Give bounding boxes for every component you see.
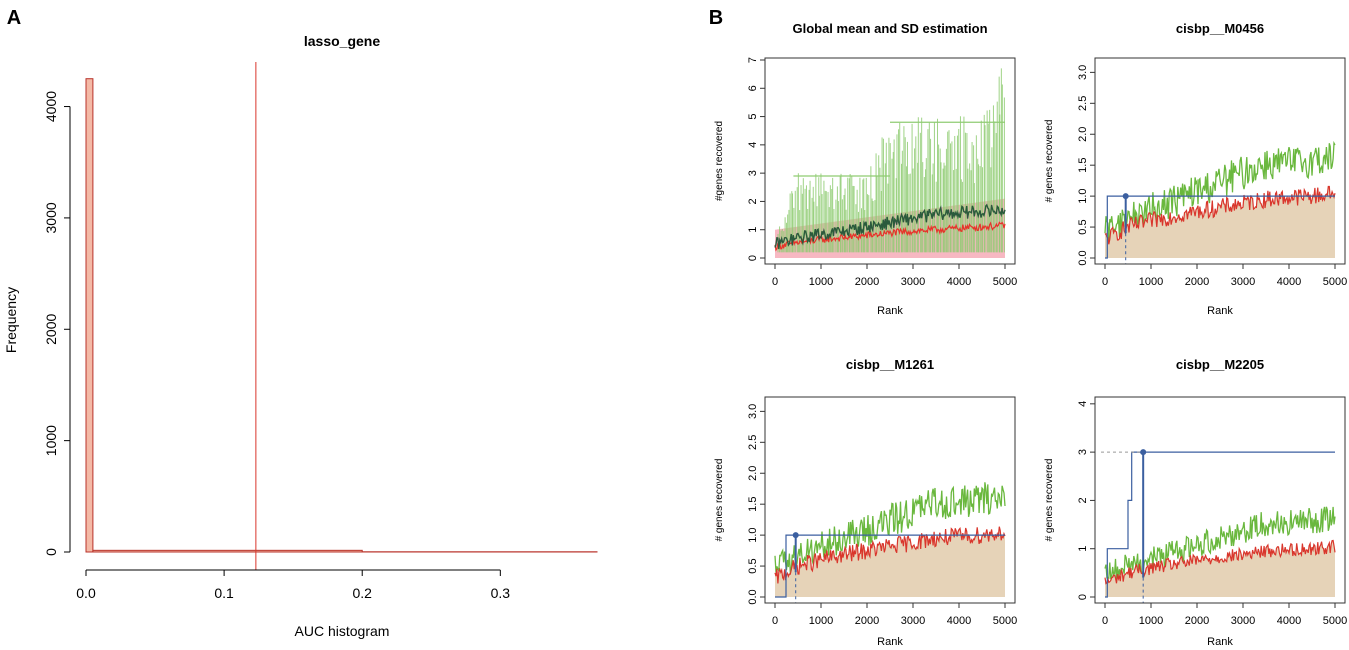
x-axis-label: Rank (877, 636, 903, 648)
x-tick-label: 0 (772, 276, 778, 288)
y-axis-label: #genes recovered (714, 121, 725, 201)
mean-sd-line (774, 203, 1006, 250)
x-tick-label: 5000 (1323, 615, 1347, 627)
y-tick-label: 2.0 (747, 466, 759, 481)
x-tick-label: 5000 (993, 615, 1017, 627)
y-tick-label: 1.0 (747, 527, 759, 542)
x-tick-label: 0 (772, 615, 778, 627)
x-tick-label: 5000 (993, 276, 1017, 288)
mean-area (1105, 186, 1335, 258)
plot-frame (764, 396, 1016, 604)
plot-frame (1094, 57, 1346, 265)
x-axis-label: Rank (1207, 636, 1233, 648)
y-tick-label: 0.5 (1077, 219, 1089, 234)
mean-line (774, 221, 1006, 252)
y-tick-label: 3.0 (1077, 65, 1089, 80)
recovery-panel-title: cisbp__M0456 (1176, 21, 1264, 36)
best-rank-marker (1122, 193, 1129, 200)
y-tick-label: 2.5 (1077, 96, 1089, 111)
recovery-panel-title: Global mean and SD estimation (792, 21, 987, 36)
x-tick-label: 5000 (1323, 276, 1347, 288)
x-tick-label: 4000 (1277, 615, 1301, 627)
x-tick-label: 4000 (1277, 276, 1301, 288)
motif-recovery-line (775, 534, 1005, 598)
x-tick-label: 3000 (901, 276, 925, 288)
y-tick-label: 4 (1077, 401, 1089, 407)
y-tick-label: 0.0 (747, 589, 759, 604)
y-tick-label: 2.5 (747, 435, 759, 450)
y-tick-label: 2 (1077, 497, 1089, 503)
x-tick-label: 2000 (1185, 276, 1209, 288)
x-tick-label: 2000 (855, 615, 879, 627)
x-tick-label: 0 (1102, 615, 1108, 627)
y-axis-label: # genes recovered (1044, 459, 1055, 542)
y-tick-label: 0.0 (1077, 250, 1089, 265)
y-axis-label: # genes recovered (1044, 120, 1055, 203)
x-tick-label: 0 (1102, 276, 1108, 288)
motif-recovery-line (1105, 451, 1335, 598)
plot-frame (764, 57, 1016, 265)
hist-y-tick-label: 4000 (43, 91, 59, 122)
x-tick-label: 1000 (809, 276, 833, 288)
y-tick-label: 4 (747, 142, 759, 148)
x-tick-label: 3000 (1231, 615, 1255, 627)
recovery-panel-1 (760, 57, 1016, 269)
y-tick-label: 0 (1077, 594, 1089, 600)
y-tick-label: 1 (747, 227, 759, 233)
recovery-panel-3 (760, 396, 1016, 608)
x-tick-label: 2000 (855, 276, 879, 288)
recovery-panel-4 (1090, 396, 1346, 608)
hist-x-tick-label: 0.1 (214, 585, 234, 601)
y-tick-label: 3 (747, 170, 759, 176)
x-tick-label: 3000 (901, 615, 925, 627)
hist-x-tick-label: 0.3 (491, 585, 511, 601)
x-tick-label: 1000 (809, 615, 833, 627)
x-tick-label: 1000 (1139, 615, 1163, 627)
y-tick-label: 1.5 (747, 497, 759, 512)
y-tick-label: 3 (1077, 449, 1089, 455)
y-tick-label: 5 (747, 114, 759, 120)
hist-y-tick-label: 0 (43, 548, 59, 556)
best-rank-marker (792, 532, 799, 539)
recovery-panel-title: cisbp__M2205 (1176, 357, 1264, 372)
hist-y-tick-label: 3000 (43, 202, 59, 233)
y-tick-label: 3.0 (747, 404, 759, 419)
y-tick-label: 1 (1077, 546, 1089, 552)
hist-x-tick-label: 0.0 (76, 585, 96, 601)
y-tick-label: 7 (747, 57, 759, 63)
y-axis-label: # genes recovered (714, 459, 725, 542)
best-rank-marker (1140, 449, 1147, 456)
motif-recovery-line (1105, 195, 1335, 259)
x-tick-label: 4000 (947, 276, 971, 288)
y-tick-label: 1.5 (1077, 158, 1089, 173)
y-tick-label: 0 (747, 255, 759, 261)
hist-bar (85, 78, 94, 553)
panel-label-a: A (7, 7, 21, 29)
hist-title: lasso_gene (304, 33, 380, 49)
mean-area (1105, 540, 1335, 597)
y-tick-label: 0.5 (747, 558, 759, 573)
recovery-panel-2 (1090, 57, 1346, 269)
y-tick-label: 1.0 (1077, 188, 1089, 203)
y-tick-label: 6 (747, 85, 759, 91)
hist-x-tick-label: 0.2 (352, 585, 372, 601)
y-tick-label: 2 (747, 198, 759, 204)
mean-area (775, 526, 1005, 597)
hist-xlabel: AUC histogram (295, 623, 390, 639)
hist-y-tick-label: 2000 (43, 313, 59, 344)
hist-ylabel: Frequency (3, 287, 19, 353)
recovery-panel-title: cisbp__M1261 (846, 357, 934, 372)
x-tick-label: 2000 (1185, 615, 1209, 627)
x-tick-label: 3000 (1231, 276, 1255, 288)
y-tick-label: 2.0 (1077, 127, 1089, 142)
x-axis-label: Rank (877, 305, 903, 317)
mean-line (774, 526, 1006, 584)
x-axis-label: Rank (1207, 305, 1233, 317)
hist-y-tick-label: 1000 (43, 425, 59, 456)
x-tick-label: 4000 (947, 615, 971, 627)
x-tick-label: 1000 (1139, 276, 1163, 288)
panel-label-b: B (709, 7, 723, 29)
